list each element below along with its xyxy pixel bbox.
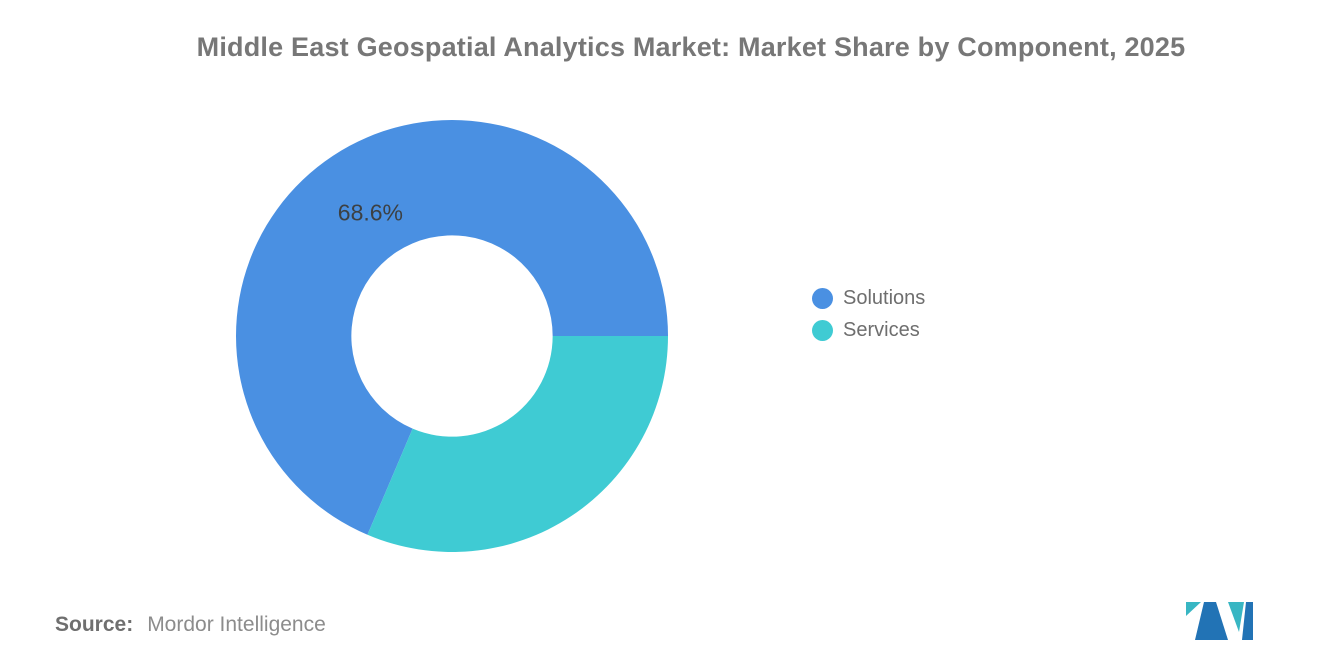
donut-chart: 68.6% [236, 120, 668, 552]
chart-legend: Solutions Services [812, 287, 925, 341]
logo-shape-teal-left [1186, 602, 1201, 616]
donut-segment-services[interactable] [367, 336, 668, 552]
legend-label: Solutions [843, 287, 926, 309]
source-label: Source: [55, 613, 134, 636]
legend-item-solutions[interactable]: Solutions [812, 287, 925, 309]
legend-swatch-services [812, 319, 833, 341]
donut-data-label: 68.6% [338, 200, 403, 226]
legend-item-services[interactable]: Services [812, 319, 925, 341]
logo-shape-blue-right [1242, 602, 1253, 640]
logo-shape-teal-right [1228, 602, 1244, 632]
source-line: Source: Mordor Intelligence [55, 612, 326, 637]
chart-title: Middle East Geospatial Analytics Market:… [196, 32, 1186, 62]
legend-label: Services [843, 319, 920, 341]
mordor-intelligence-logo [1186, 602, 1253, 640]
logo-shape-blue-left [1195, 602, 1228, 640]
donut-segment-solutions[interactable] [236, 120, 668, 535]
source-value: Mordor Intelligence [147, 613, 326, 636]
legend-swatch-solutions [812, 287, 833, 309]
